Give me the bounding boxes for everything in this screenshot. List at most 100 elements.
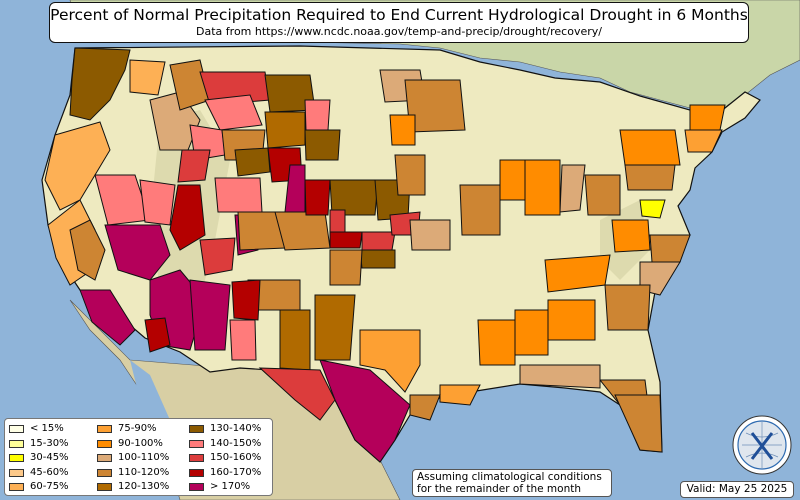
drought-region [604,284,651,331]
drought-region [359,249,396,269]
drought-region [544,254,611,293]
legend-label: < 15% [30,423,64,434]
drought-region [614,394,663,453]
legend-item: < 15% [9,422,69,437]
legend-item: 150-160% [189,451,261,466]
drought-region [189,279,231,351]
drought-region [264,111,306,149]
drought-region [69,219,106,281]
legend-swatch [9,425,24,434]
legend-swatch [9,483,24,492]
drought-region [689,104,726,131]
drought-region [314,294,356,361]
legend-item: 60-75% [9,480,69,495]
map-title: Percent of Normal Precipitation Required… [50,6,748,24]
legend-swatch [189,468,204,477]
legend-column-1: < 15% 15-30% 30-45% 45-60% 60-75% [9,422,69,495]
legend-swatch [97,454,112,463]
drought-region [229,319,257,361]
drought-region [684,129,723,153]
legend-item: > 170% [189,480,261,495]
drought-region [359,329,421,393]
note-line-2: for the remainder of the month [417,483,582,495]
drought-region [319,359,411,463]
legend-item: 110-120% [97,466,169,481]
legend-label: 75-90% [118,423,157,434]
drought-region [214,177,263,213]
legend-item: 30-45% [9,451,69,466]
note-line-1: Assuming climatological conditions [417,471,602,483]
legend-label: 60-75% [30,481,69,492]
legend-swatch [9,439,24,448]
map-subtitle: Data from https://www.ncdc.noaa.gov/temp… [196,25,602,38]
legend-label: 160-170% [210,466,262,478]
drought-region [389,114,416,146]
drought-region [129,59,166,96]
drought-region [144,317,171,353]
legend-item: 130-140% [189,422,261,437]
legend-swatch [189,439,204,448]
nexlab-logo [732,415,792,475]
legend-label: 130-140% [210,423,262,434]
drought-region [204,94,263,131]
drought-region [329,209,346,236]
drought-region [177,149,211,183]
drought-region [559,164,586,213]
drought-region [79,289,136,346]
drought-region [279,309,311,371]
drought-region [231,279,261,321]
drought-region [639,199,666,219]
legend-label: 120-130% [118,481,170,492]
legend-label: 90-100% [118,437,163,449]
legend-label: 30-45% [30,452,69,463]
legend-item: 90-100% [97,437,169,452]
legend-label: 100-110% [118,452,170,463]
drought-region [499,159,526,201]
drought-region [304,99,331,131]
drought-region [199,237,236,276]
legend-item: 75-90% [97,422,169,437]
drought-region [519,364,601,389]
assumption-note: Assuming climatological conditions for t… [412,469,612,497]
drought-region [584,174,621,216]
drought-region [524,159,561,216]
drought-regions [44,47,726,463]
legend-swatch [97,483,112,492]
drought-region [234,147,271,177]
legend-item: 140-150% [189,437,261,452]
drought-region [409,219,451,251]
legend-label: 140-150% [210,437,262,449]
drought-region [611,219,651,253]
legend-label: 45-60% [30,466,69,478]
drought-region [304,129,341,161]
drought-region [619,129,681,166]
drought-region [477,319,516,366]
drought-region [44,121,111,211]
legend-item: 100-110% [97,451,169,466]
drought-region [329,179,379,216]
drought-region [329,231,363,249]
drought-region [459,184,501,236]
drought-region [361,231,396,251]
legend-swatch [97,439,112,448]
drought-region [139,179,176,226]
legend: < 15% 15-30% 30-45% 45-60% 60-75% 75-90% 90-1… [4,418,273,496]
legend-swatch [97,468,112,477]
drought-region [514,309,549,356]
legend-label: 110-120% [118,466,170,478]
drought-region [169,184,206,251]
legend-swatch [189,425,204,434]
drought-region [104,224,171,281]
drought-region [394,154,426,196]
legend-swatch [97,425,112,434]
drought-region [258,367,336,421]
legend-label: > 170% [210,481,251,492]
legend-column-3: 130-140% 140-150% 150-160% 160-170% > 170% [189,422,261,495]
drought-region [624,164,676,191]
legend-swatch [9,468,24,477]
legend-label: 150-160% [210,452,262,463]
drought-region [547,299,596,341]
legend-item: 15-30% [9,437,69,452]
